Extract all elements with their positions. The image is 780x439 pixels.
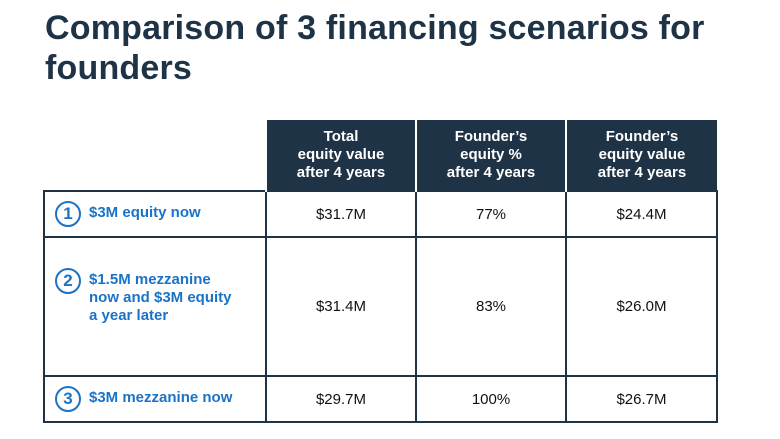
header-line: Total <box>323 128 359 145</box>
header-line: equity % <box>460 146 522 163</box>
founder-equity-value-cell: $24.4M <box>565 190 718 238</box>
founder-equity-percent-cell: 100% <box>415 375 567 423</box>
header-line: equity value <box>598 146 686 163</box>
scenario-label-cell: 1 $3M equity now <box>43 190 267 238</box>
scenario-label-cell: 2 $1.5M mezzanine now and $3M equity a y… <box>43 236 267 377</box>
total-equity-value-cell: $29.7M <box>265 375 417 423</box>
scenario-number-badge: 2 <box>55 268 81 294</box>
scenario-number-badge: 3 <box>55 386 81 412</box>
header-line: after 4 years <box>296 164 386 181</box>
scenario-comparison-table: Total equity value after 4 years Founder… <box>43 120 718 423</box>
founder-equity-percent-cell: 83% <box>415 236 567 377</box>
total-equity-value-cell: $31.7M <box>265 190 417 238</box>
founder-equity-value-cell: $26.0M <box>565 236 718 377</box>
header-line: Founder’s <box>454 128 528 145</box>
scenario-label: $3M equity now <box>89 204 201 221</box>
table-row: 1 $3M equity now $31.7M 77% $24.4M <box>43 190 718 238</box>
header-line: equity value <box>297 146 385 163</box>
slide-title: Comparison of 3 financing scenarios for … <box>45 9 705 87</box>
header-founder-equity-value: Founder’s equity value after 4 years <box>565 120 717 191</box>
table-header-row: Total equity value after 4 years Founder… <box>44 120 717 191</box>
scenario-number-badge: 1 <box>55 201 81 227</box>
header-total-equity-value: Total equity value after 4 years <box>265 120 416 191</box>
header-line: after 4 years <box>597 164 687 181</box>
header-line: Founder’s <box>605 128 679 145</box>
founder-equity-value-cell: $26.7M <box>565 375 718 423</box>
header-blank-cell <box>44 120 266 191</box>
scenario-label-cell: 3 $3M mezzanine now <box>43 375 267 423</box>
scenario-label-line: $1.5M mezzanine <box>89 271 211 288</box>
founder-equity-percent-cell: 77% <box>415 190 567 238</box>
total-equity-value-cell: $31.4M <box>265 236 417 377</box>
table-row: 2 $1.5M mezzanine now and $3M equity a y… <box>43 236 718 377</box>
scenario-label-line: now and $3M equity <box>89 289 232 306</box>
scenario-label: $1.5M mezzanine now and $3M equity a yea… <box>89 268 232 325</box>
table-row: 3 $3M mezzanine now $29.7M 100% $26.7M <box>43 375 718 423</box>
scenario-label: $3M mezzanine now <box>89 389 233 406</box>
scenario-label-line: a year later <box>89 307 169 324</box>
header-founder-equity-percent: Founder’s equity % after 4 years <box>415 120 566 191</box>
header-line: after 4 years <box>446 164 536 181</box>
